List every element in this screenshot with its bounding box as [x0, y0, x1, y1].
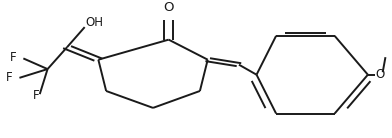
- Text: F: F: [33, 89, 39, 103]
- Text: F: F: [6, 71, 13, 84]
- Text: O: O: [163, 1, 174, 14]
- Text: OH: OH: [85, 16, 103, 29]
- Text: F: F: [10, 51, 16, 64]
- Text: O: O: [375, 68, 384, 81]
